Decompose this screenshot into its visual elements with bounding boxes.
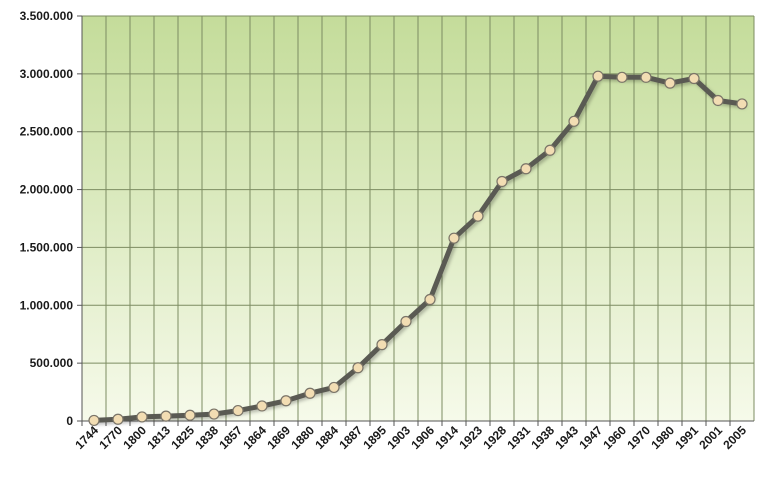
x-tick-label: 1800 — [120, 423, 149, 452]
x-tick-label: 1744 — [72, 423, 101, 452]
x-axis-ticks: 1744177018001813182518381857186418691880… — [72, 421, 749, 452]
data-point-1800 — [136, 411, 148, 423]
x-tick-label: 1880 — [288, 423, 317, 452]
x-tick-label: 1869 — [264, 423, 293, 452]
data-point-1838 — [208, 408, 220, 420]
data-point-1813 — [160, 410, 172, 422]
x-tick-label: 1914 — [432, 423, 461, 452]
x-tick-label: 1887 — [336, 423, 365, 452]
y-tick-label: 0 — [66, 414, 73, 428]
x-tick-label: 1813 — [144, 423, 173, 452]
data-point-1960 — [616, 71, 628, 83]
data-point-1887 — [352, 362, 364, 374]
x-tick-label: 1980 — [648, 423, 677, 452]
data-point-1825 — [184, 409, 196, 421]
x-tick-label: 1931 — [504, 423, 533, 452]
data-point-1928 — [496, 175, 508, 188]
x-tick-label: 1857 — [216, 423, 245, 452]
data-point-1914 — [448, 232, 460, 244]
x-tick-label: 1906 — [408, 423, 437, 452]
x-tick-label: 1838 — [192, 423, 221, 452]
data-point-1906 — [424, 293, 436, 306]
y-tick-label: 3.500.000 — [20, 9, 74, 23]
x-tick-label: 1938 — [528, 423, 557, 452]
x-tick-label: 1943 — [552, 423, 581, 452]
data-point-1943 — [568, 115, 580, 127]
x-tick-label: 1864 — [240, 423, 269, 452]
data-point-1770 — [112, 413, 124, 425]
data-point-1903 — [400, 315, 412, 328]
x-tick-label: 1928 — [480, 423, 509, 452]
data-point-1880 — [304, 387, 316, 399]
y-tick-label: 2.000.000 — [20, 183, 74, 197]
x-tick-label: 1884 — [312, 423, 341, 452]
y-tick-label: 500.000 — [30, 356, 74, 370]
data-point-1980 — [664, 77, 676, 89]
data-point-1857 — [232, 404, 244, 417]
y-tick-label: 2.500.000 — [20, 125, 74, 139]
x-tick-label: 1960 — [600, 423, 629, 452]
y-tick-label: 3.000.000 — [20, 67, 74, 81]
data-point-1923 — [472, 210, 484, 222]
data-point-2005 — [736, 98, 748, 110]
data-point-1938 — [544, 144, 556, 156]
data-point-1744 — [88, 414, 100, 427]
y-tick-label: 1.500.000 — [20, 240, 74, 254]
data-point-1991 — [688, 72, 700, 85]
y-axis-ticks: 0 500.000 1.000.000 1.500.000 2.000.000 2.500… — [20, 9, 82, 428]
data-point-1864 — [256, 400, 268, 412]
x-tick-label: 1895 — [360, 423, 389, 452]
x-tick-label: 1903 — [384, 423, 413, 452]
x-tick-label: 2005 — [720, 423, 749, 452]
data-point-1884 — [328, 381, 340, 394]
series-group — [88, 70, 748, 427]
data-point-2001 — [712, 94, 724, 107]
x-tick-label: 1947 — [576, 423, 605, 452]
x-tick-label: 1923 — [456, 423, 485, 452]
x-tick-label: 1770 — [96, 423, 125, 452]
data-point-1947 — [592, 70, 604, 82]
data-point-1931 — [520, 163, 532, 175]
data-point-1895 — [376, 339, 388, 351]
data-point-1970 — [640, 71, 652, 83]
y-tick-label: 1.000.000 — [20, 298, 74, 312]
x-tick-label: 1970 — [624, 423, 653, 452]
x-tick-label: 2001 — [696, 423, 725, 452]
x-tick-label: 1825 — [168, 423, 197, 452]
x-tick-label: 1991 — [672, 423, 701, 452]
data-point-1869 — [280, 395, 292, 407]
series-line — [91, 73, 745, 423]
